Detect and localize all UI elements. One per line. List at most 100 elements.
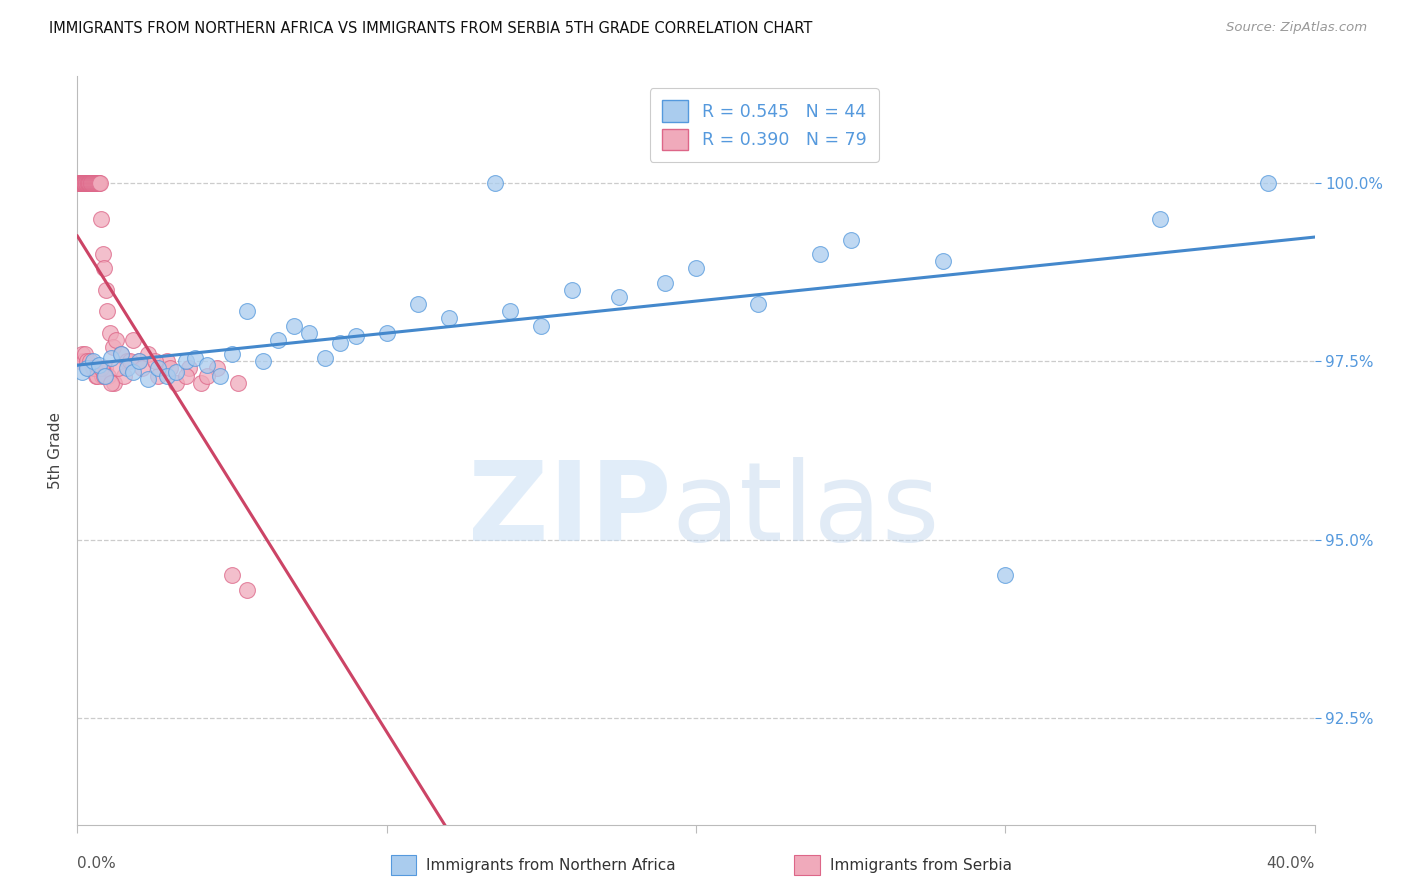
- Point: [79, 354, 101, 368]
- Point: [87, 358, 110, 372]
- Point: [561, 283, 583, 297]
- Point: [75, 176, 97, 190]
- Point: [808, 247, 831, 261]
- Point: [118, 354, 141, 368]
- Point: [146, 361, 169, 376]
- Point: [174, 354, 197, 368]
- Point: [110, 347, 132, 361]
- Point: [82, 361, 104, 376]
- Point: [76, 354, 98, 368]
- Point: [84, 176, 107, 190]
- Text: Source: ZipAtlas.com: Source: ZipAtlas.com: [1226, 21, 1367, 35]
- Point: [76, 176, 98, 190]
- Point: [128, 354, 150, 368]
- Point: [221, 347, 243, 361]
- Text: 40.0%: 40.0%: [1267, 855, 1315, 871]
- Point: [375, 326, 398, 340]
- Text: Immigrants from Northern Africa: Immigrants from Northern Africa: [426, 858, 676, 872]
- Point: [82, 176, 104, 190]
- Point: [83, 176, 105, 190]
- Point: [105, 333, 127, 347]
- Point: [91, 368, 114, 383]
- Point: [86, 176, 108, 190]
- Point: [156, 368, 179, 383]
- Point: [747, 297, 769, 311]
- Point: [79, 176, 101, 190]
- Point: [101, 340, 124, 354]
- Point: [77, 176, 100, 190]
- Point: [138, 372, 160, 386]
- Point: [100, 376, 122, 390]
- Point: [67, 176, 90, 190]
- Point: [70, 365, 93, 379]
- Point: [252, 354, 274, 368]
- Point: [87, 361, 110, 376]
- Point: [298, 326, 321, 340]
- Point: [1257, 176, 1279, 190]
- Point: [69, 176, 91, 190]
- Text: 0.0%: 0.0%: [77, 855, 117, 871]
- Point: [96, 304, 118, 318]
- Point: [236, 582, 259, 597]
- Legend: R = 0.545   N = 44, R = 0.390   N = 79: R = 0.545 N = 44, R = 0.390 N = 79: [650, 88, 879, 161]
- Point: [138, 347, 160, 361]
- Point: [75, 347, 96, 361]
- Point: [98, 326, 121, 340]
- Point: [100, 351, 122, 365]
- Point: [110, 347, 132, 361]
- Y-axis label: 5th Grade: 5th Grade: [48, 412, 63, 489]
- Point: [94, 368, 117, 383]
- Point: [165, 365, 187, 379]
- Point: [177, 361, 200, 376]
- Text: IMMIGRANTS FROM NORTHERN AFRICA VS IMMIGRANTS FROM SERBIA 5TH GRADE CORRELATION : IMMIGRANTS FROM NORTHERN AFRICA VS IMMIG…: [49, 21, 813, 37]
- Point: [84, 368, 107, 383]
- Point: [165, 376, 187, 390]
- Point: [70, 176, 93, 190]
- Point: [112, 368, 135, 383]
- Point: [82, 354, 104, 368]
- Point: [70, 176, 93, 190]
- Point: [174, 368, 197, 383]
- Point: [91, 247, 114, 261]
- Point: [76, 361, 98, 376]
- Point: [122, 365, 145, 379]
- Point: [283, 318, 305, 333]
- Point: [1149, 211, 1171, 226]
- Point: [128, 354, 150, 368]
- Point: [87, 176, 110, 190]
- Point: [94, 283, 117, 297]
- Point: [84, 176, 107, 190]
- Point: [143, 354, 166, 368]
- Point: [72, 176, 94, 190]
- Point: [932, 254, 955, 268]
- Point: [90, 211, 112, 226]
- Point: [79, 176, 101, 190]
- Point: [73, 176, 96, 190]
- Point: [103, 376, 125, 390]
- Point: [87, 176, 110, 190]
- Point: [115, 361, 138, 376]
- Point: [267, 333, 290, 347]
- Point: [184, 351, 207, 365]
- Point: [75, 176, 96, 190]
- Point: [72, 176, 94, 190]
- Point: [94, 361, 117, 376]
- Point: [484, 176, 506, 190]
- Point: [77, 361, 100, 376]
- Point: [146, 368, 169, 383]
- Point: [131, 361, 153, 376]
- Point: [530, 318, 553, 333]
- Point: [654, 276, 676, 290]
- Point: [82, 176, 104, 190]
- Point: [90, 361, 111, 376]
- Point: [70, 347, 93, 361]
- Point: [72, 354, 94, 368]
- Point: [69, 176, 91, 190]
- Point: [437, 311, 460, 326]
- Point: [75, 176, 97, 190]
- Point: [86, 368, 108, 383]
- Point: [314, 351, 336, 365]
- Point: [89, 176, 111, 190]
- Text: ZIP: ZIP: [468, 457, 671, 564]
- Point: [76, 176, 98, 190]
